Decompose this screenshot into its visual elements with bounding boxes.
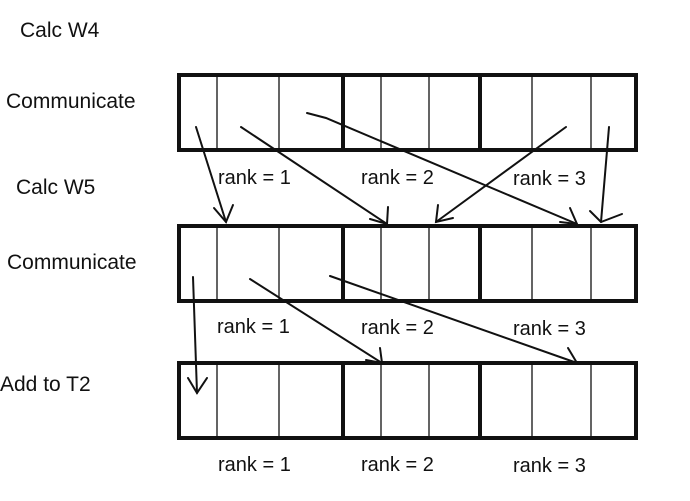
arrow — [187, 276, 208, 395]
array-row-3-outline — [177, 361, 638, 440]
arrow — [249, 278, 384, 365]
array-row-2-outline — [177, 224, 638, 303]
arrows-row2-to-row3 — [187, 275, 579, 395]
rank-label: rank = 2 — [361, 454, 434, 476]
rank-label: rank = 1 — [217, 316, 290, 338]
step-label-communicate-2: Communicate — [7, 251, 137, 274]
rank-label: rank = 3 — [513, 318, 586, 340]
step-label-add-to-t2: Add to T2 — [0, 373, 91, 396]
arrow — [329, 275, 579, 365]
rank-label: rank = 2 — [361, 317, 434, 339]
step-label-calc-w4: Calc W4 — [20, 19, 100, 42]
rank-label: rank = 1 — [218, 454, 291, 476]
array-row-2 — [177, 224, 638, 303]
arrow — [240, 126, 389, 226]
array-row-1-outline — [177, 73, 638, 152]
step-label-calc-w5: Calc W5 — [16, 176, 95, 199]
arrow — [306, 112, 579, 226]
rank-label: rank = 2 — [361, 167, 434, 189]
rank-label: rank = 1 — [218, 167, 291, 189]
arrow — [589, 126, 623, 224]
array-row-1 — [177, 73, 638, 152]
arrow — [434, 126, 567, 224]
array-row-3 — [177, 361, 638, 440]
arrow — [195, 126, 234, 224]
arrows-row1-to-row2 — [195, 112, 623, 226]
rank-label: rank = 3 — [513, 168, 586, 190]
rank-label: rank = 3 — [513, 455, 586, 477]
step-label-communicate-1: Communicate — [6, 90, 136, 113]
